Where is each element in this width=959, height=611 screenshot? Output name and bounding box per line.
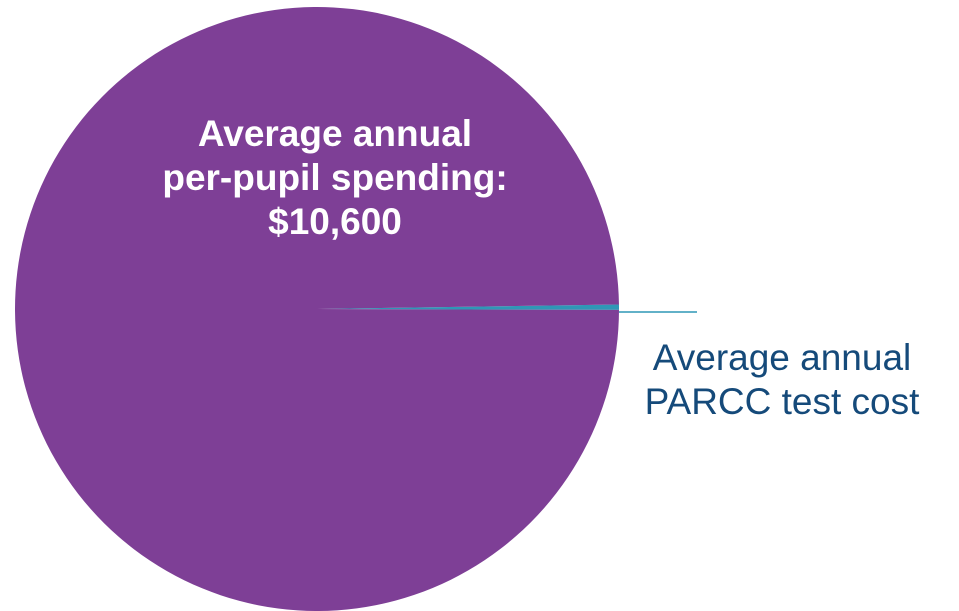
- test-cost-slice: [317, 304, 619, 310]
- spending-slice: [15, 7, 619, 611]
- test-cost-label-line2: PARCC test cost: [644, 381, 920, 422]
- test-cost-label-line1: Average annual: [652, 337, 912, 378]
- spending-label-line2: per-pupil spending:: [162, 157, 508, 198]
- test-cost-slice-label: Average annual PARCC test cost: [612, 336, 952, 424]
- spending-label-line1: Average annual: [197, 113, 473, 154]
- spending-value-label: $10,600: [268, 201, 402, 242]
- spending-slice-label: Average annual per-pupil spending: $10,6…: [120, 112, 550, 244]
